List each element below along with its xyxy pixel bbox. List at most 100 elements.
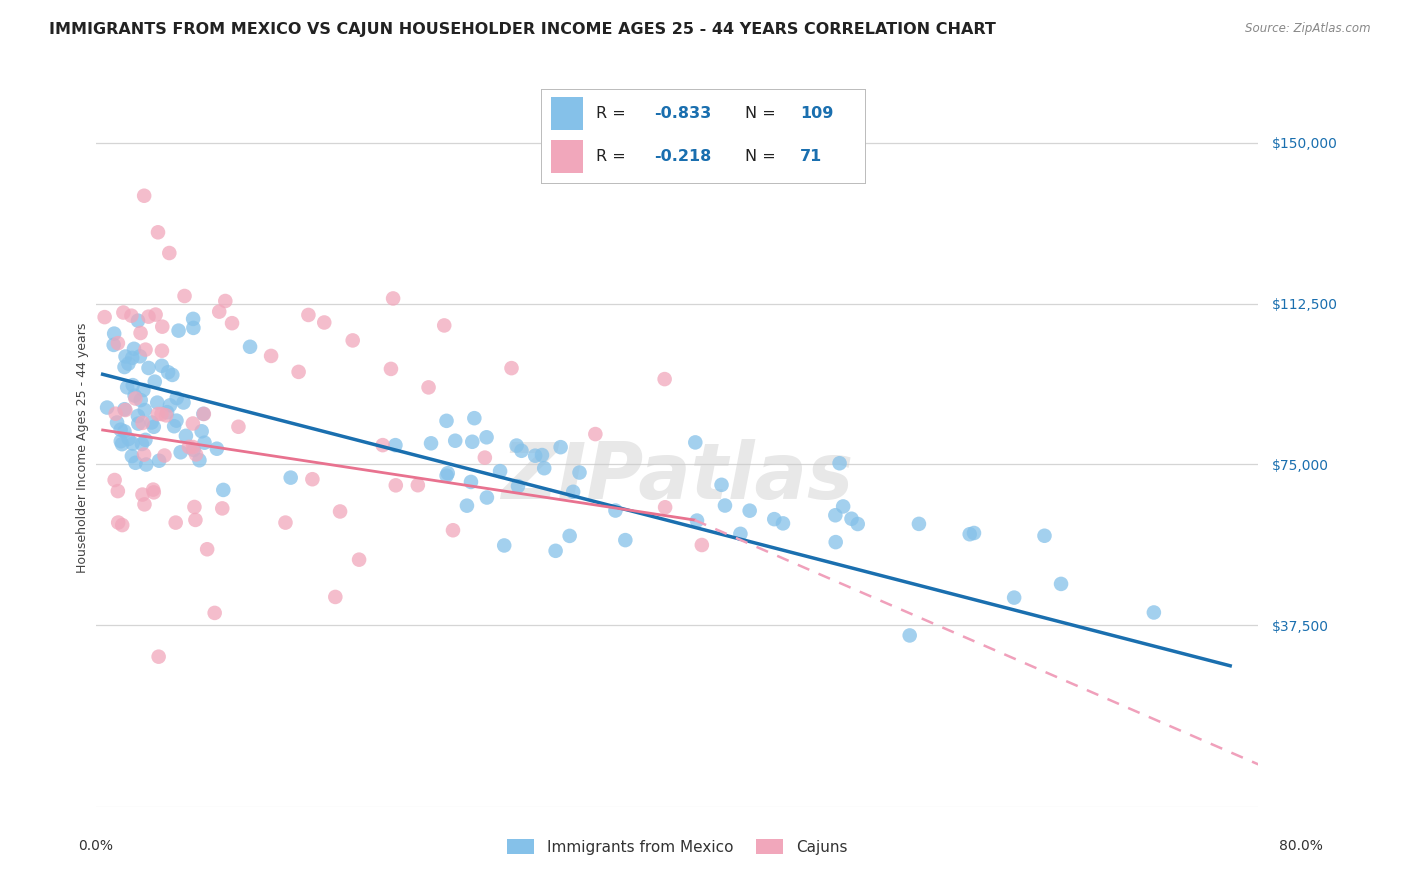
- Point: [169, 445, 191, 459]
- Point: [159, 398, 181, 412]
- Point: [111, 518, 134, 533]
- Point: [188, 453, 211, 467]
- Point: [124, 389, 146, 403]
- Point: [686, 514, 709, 528]
- Point: [583, 427, 606, 442]
- Point: [121, 449, 143, 463]
- Point: [204, 606, 226, 620]
- Point: [132, 383, 155, 397]
- Point: [107, 516, 129, 530]
- Point: [524, 449, 547, 463]
- Point: [105, 416, 128, 430]
- Point: [382, 292, 405, 306]
- Point: [214, 293, 236, 308]
- Point: [127, 417, 149, 431]
- Point: [456, 499, 478, 513]
- Y-axis label: Householder Income Ages 25 - 44 years: Householder Income Ages 25 - 44 years: [76, 323, 89, 574]
- Point: [104, 407, 127, 421]
- Point: [228, 419, 250, 434]
- Point: [384, 478, 406, 492]
- Point: [114, 402, 136, 417]
- Point: [142, 485, 165, 500]
- Point: [489, 464, 512, 478]
- Text: 0.0%: 0.0%: [79, 838, 112, 853]
- Point: [260, 349, 283, 363]
- Point: [146, 225, 169, 239]
- Point: [157, 365, 180, 379]
- Point: [127, 314, 149, 328]
- Point: [654, 500, 676, 515]
- Point: [436, 467, 458, 481]
- Point: [129, 393, 152, 408]
- Point: [184, 447, 207, 461]
- Point: [908, 516, 931, 531]
- Point: [117, 432, 139, 446]
- Point: [142, 483, 165, 497]
- Point: [898, 628, 921, 642]
- Point: [107, 484, 129, 499]
- Point: [474, 450, 496, 465]
- Point: [444, 434, 467, 448]
- Point: [150, 407, 173, 421]
- Text: Source: ZipAtlas.com: Source: ZipAtlas.com: [1246, 22, 1371, 36]
- Point: [763, 512, 786, 526]
- Text: R =: R =: [596, 106, 626, 121]
- Point: [371, 438, 394, 452]
- Point: [177, 440, 200, 454]
- Point: [121, 436, 143, 450]
- Point: [710, 478, 733, 492]
- Point: [124, 392, 146, 406]
- Point: [131, 437, 153, 451]
- Point: [441, 523, 464, 537]
- Point: [510, 443, 533, 458]
- Point: [146, 407, 169, 421]
- Point: [166, 414, 188, 428]
- Text: ZIPatlas: ZIPatlas: [501, 439, 853, 515]
- Point: [605, 503, 627, 517]
- Point: [558, 529, 581, 543]
- Point: [208, 304, 231, 318]
- Point: [110, 434, 132, 449]
- Point: [132, 448, 155, 462]
- Point: [614, 533, 637, 548]
- Point: [772, 516, 794, 531]
- Point: [239, 340, 262, 354]
- Point: [131, 416, 153, 430]
- Point: [150, 359, 173, 373]
- Point: [117, 357, 139, 371]
- Point: [1002, 591, 1025, 605]
- Point: [841, 512, 863, 526]
- Point: [846, 516, 869, 531]
- Point: [181, 440, 204, 454]
- Point: [121, 351, 143, 365]
- Point: [195, 542, 218, 557]
- Point: [193, 407, 215, 421]
- Text: 109: 109: [800, 106, 834, 121]
- Point: [420, 436, 443, 450]
- Text: IMMIGRANTS FROM MEXICO VS CAJUN HOUSEHOLDER INCOME AGES 25 - 44 YEARS CORRELATIO: IMMIGRANTS FROM MEXICO VS CAJUN HOUSEHOL…: [49, 22, 995, 37]
- Point: [530, 448, 553, 462]
- Point: [111, 437, 134, 451]
- Point: [135, 458, 157, 472]
- Point: [193, 407, 215, 421]
- Point: [544, 544, 567, 558]
- Text: -0.833: -0.833: [655, 106, 711, 121]
- Point: [463, 411, 485, 425]
- Point: [134, 433, 156, 447]
- Point: [96, 401, 118, 415]
- Text: N =: N =: [745, 106, 776, 121]
- Point: [287, 365, 309, 379]
- Point: [314, 316, 336, 330]
- Point: [148, 454, 170, 468]
- Point: [156, 405, 179, 419]
- Point: [131, 487, 153, 501]
- Point: [461, 434, 484, 449]
- Point: [157, 246, 180, 260]
- Point: [301, 472, 323, 486]
- Point: [501, 361, 523, 376]
- Point: [568, 466, 591, 480]
- Point: [1050, 577, 1073, 591]
- Point: [145, 308, 167, 322]
- Point: [122, 342, 145, 356]
- Point: [959, 527, 981, 541]
